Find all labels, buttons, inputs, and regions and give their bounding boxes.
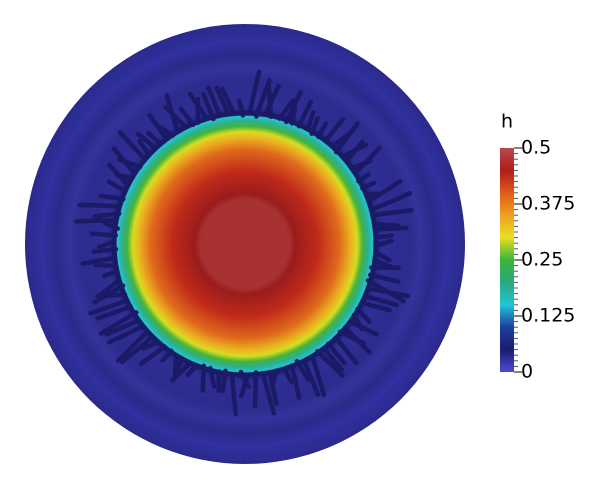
tick-label: 0.125	[521, 305, 575, 327]
finger	[175, 358, 176, 374]
tick-label: 0.375	[521, 193, 575, 215]
finger	[374, 224, 398, 226]
finger	[377, 228, 406, 229]
finger	[377, 236, 392, 238]
finger	[269, 85, 271, 116]
field-disc	[25, 24, 465, 464]
tick-label: 0.5	[521, 137, 551, 159]
colorbar	[500, 148, 514, 372]
tick-label: 0.25	[521, 249, 563, 271]
colorbar-title: h	[501, 111, 513, 133]
finger	[80, 205, 118, 206]
tick-label: 0	[521, 361, 533, 383]
finger	[76, 220, 116, 221]
finger	[96, 265, 115, 266]
finger	[255, 372, 256, 405]
